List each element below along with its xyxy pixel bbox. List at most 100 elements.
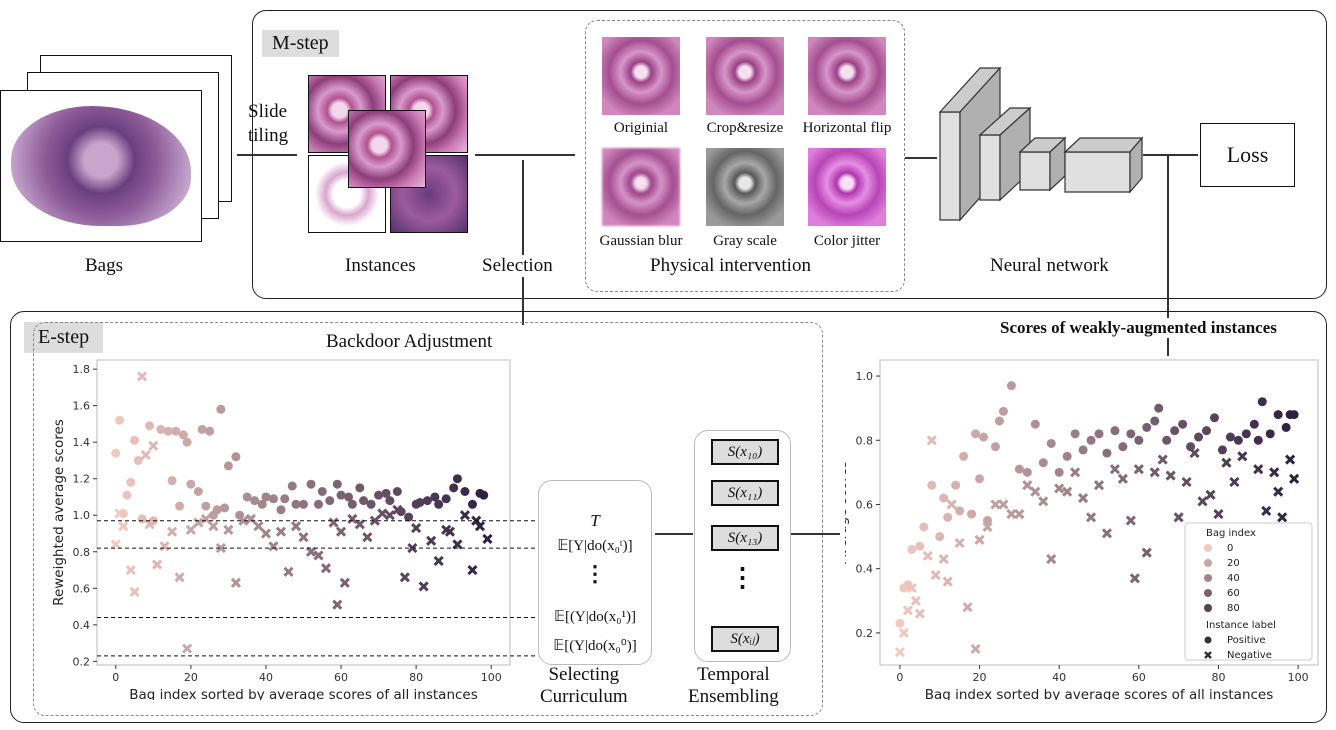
aug-caption: Crop&resize (706, 120, 784, 136)
data-point-negative (1054, 483, 1065, 494)
data-point-positive (1241, 429, 1251, 439)
legend-hue-label: 80 (1227, 603, 1240, 614)
legend-hue-swatch (1204, 574, 1212, 582)
curriculum-dots: ⋮ (584, 561, 606, 586)
score-box: S(xᵢⱼ) (711, 626, 779, 652)
data-point-positive (959, 451, 969, 461)
data-point-negative (152, 559, 163, 570)
y-tick-label: 0.6 (856, 498, 874, 511)
physical-intervention-panel (585, 20, 905, 292)
data-point-negative (268, 541, 279, 552)
data-point-negative (1030, 486, 1041, 497)
data-point-positive (1086, 435, 1096, 445)
data-point-negative (1261, 505, 1272, 516)
aug-image-blur (602, 148, 680, 226)
legend: Bag index 0 20 40 60 80 Instance label Positive… (1184, 522, 1313, 661)
data-point-positive (167, 476, 177, 486)
data-point-negative (305, 546, 317, 557)
data-point-positive (115, 415, 125, 425)
to-loss-arrow (1143, 154, 1198, 156)
data-point-negative (335, 526, 347, 537)
data-point-negative (200, 513, 211, 524)
x-tick-label: 0 (896, 671, 903, 684)
data-point-positive (317, 486, 327, 496)
data-point-negative (894, 647, 905, 658)
y-tick-label: 1.8 (73, 363, 91, 376)
data-point-negative (1117, 473, 1128, 484)
data-point-positive (171, 426, 181, 436)
x-tick-label: 0 (112, 671, 119, 684)
data-point-negative (1253, 464, 1264, 475)
data-point-negative (1229, 476, 1240, 488)
data-point-positive (182, 437, 192, 447)
data-point-negative (1070, 467, 1081, 478)
data-point-negative (369, 515, 380, 526)
m-step-tag: M-step (262, 30, 339, 57)
data-point-positive (1030, 419, 1040, 429)
aug-caption: Gaussian blur (599, 233, 683, 249)
data-point-negative (1269, 467, 1280, 478)
data-point-positive (1194, 432, 1204, 442)
data-point-negative (354, 519, 365, 530)
data-point-positive (927, 480, 937, 490)
x-tick-label: 20 (184, 671, 198, 684)
data-point-positive (347, 499, 357, 509)
data-point-positive (280, 494, 290, 504)
data-point-positive (250, 496, 260, 506)
data-point-positive (1217, 445, 1227, 455)
legend-style-label: Positive (1227, 635, 1266, 646)
data-point-positive (1118, 442, 1128, 452)
tissue-image (11, 106, 191, 226)
data-point-positive (1202, 426, 1212, 436)
instances-label: Instances (345, 255, 416, 276)
data-point-negative (1101, 528, 1113, 539)
curriculum-T: T (590, 511, 600, 530)
data-point-negative (238, 515, 249, 526)
instance-tile-selected (348, 110, 426, 188)
data-point-negative (906, 582, 917, 594)
data-point-positive (1265, 429, 1275, 439)
data-point-negative (174, 572, 185, 583)
legend-style-label: Negative (1227, 650, 1272, 661)
physical-intervention-label: Physical intervention (650, 255, 811, 276)
data-point-positive (1281, 422, 1291, 432)
aug-image-original (602, 37, 680, 115)
data-point-positive (163, 426, 173, 436)
data-point-negative (910, 595, 921, 606)
legend-box (1184, 522, 1313, 661)
slide-tiling-label: Slide tiling (248, 101, 289, 146)
y-tick-label: 0.4 (73, 619, 91, 632)
y-axis-label: Average scores (845, 461, 850, 564)
data-point-positive (951, 480, 961, 490)
data-point-positive (212, 505, 222, 515)
data-point-positive (895, 618, 905, 628)
data-point-negative (1093, 480, 1105, 491)
data-point-negative (148, 440, 159, 451)
data-point-negative (459, 510, 471, 521)
data-point-positive (385, 496, 395, 506)
data-point-negative (926, 435, 937, 446)
data-point-positive (979, 432, 989, 442)
curriculum-expectation-0: 𝔼[(Y|do(x₀⁰)] (553, 638, 637, 654)
data-point-positive (1178, 419, 1188, 429)
data-point-negative (392, 504, 403, 515)
data-point-negative (332, 599, 343, 610)
legend-hue-label: 0 (1227, 543, 1233, 554)
legend-hue-swatch (1204, 604, 1212, 612)
data-point-positive (261, 492, 271, 502)
data-point-positive (1134, 435, 1144, 445)
data-point-positive (197, 424, 207, 434)
data-point-positive (1006, 381, 1016, 391)
data-point-positive (193, 486, 203, 496)
data-point-positive (1110, 426, 1120, 436)
y-tick-label: 0.8 (73, 546, 91, 559)
data-point-positive (1078, 445, 1088, 455)
y-tick-label: 1.0 (73, 509, 91, 522)
data-point-negative (467, 564, 478, 576)
tiling-arrow (237, 154, 297, 156)
data-point-negative (114, 508, 125, 519)
data-point-positive (422, 496, 432, 506)
data-point-negative (245, 513, 256, 524)
data-point-negative (1157, 454, 1168, 465)
data-point-negative (411, 522, 422, 534)
